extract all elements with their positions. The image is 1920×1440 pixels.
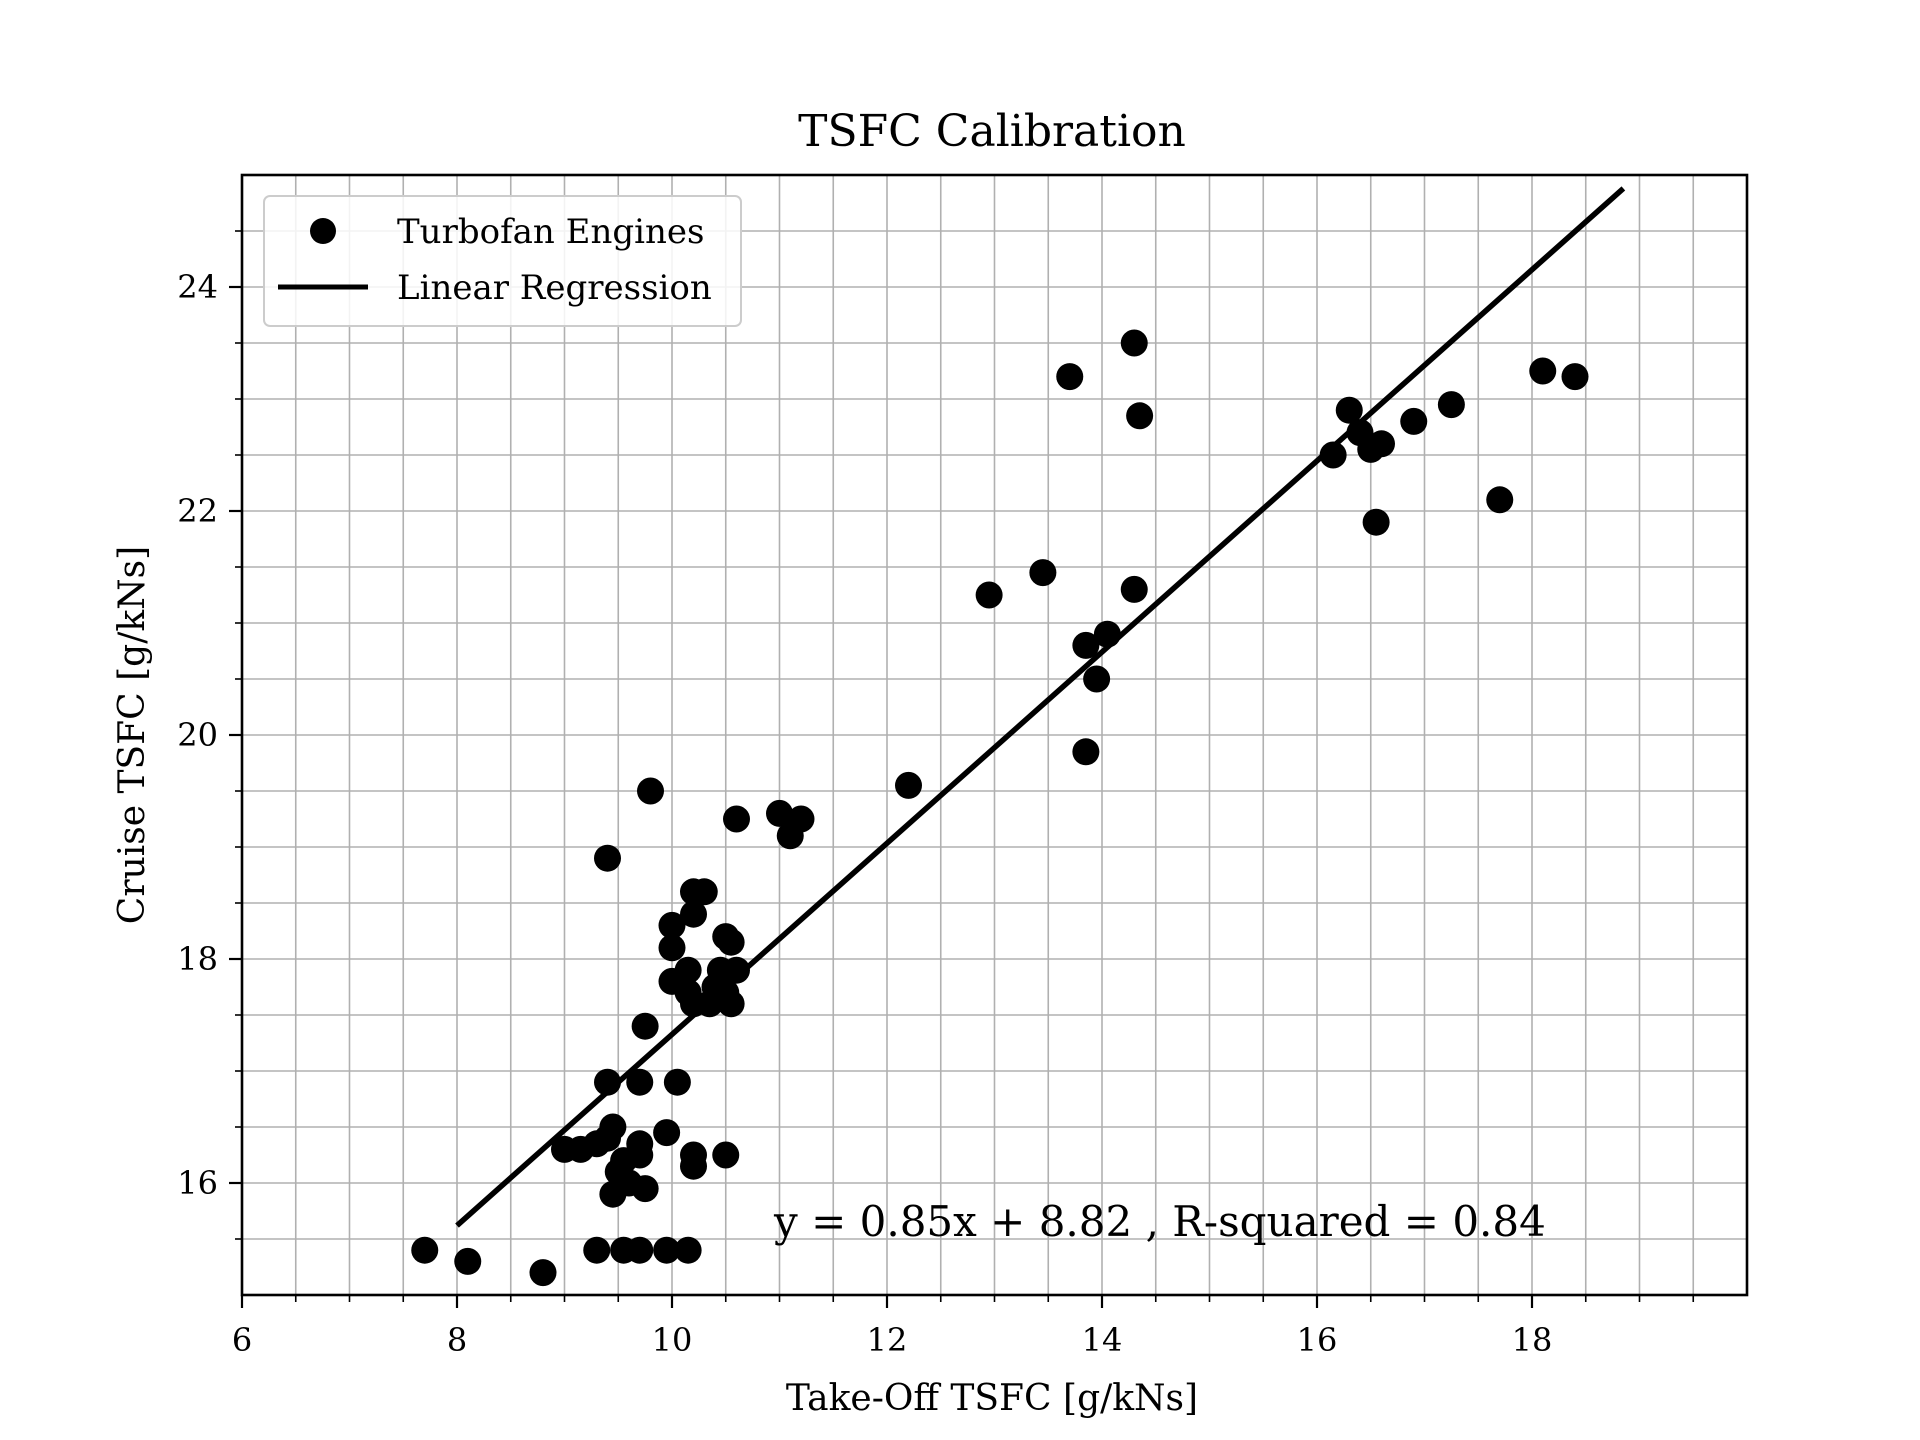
data-point bbox=[1029, 559, 1057, 587]
data-point bbox=[975, 581, 1003, 609]
data-point bbox=[594, 1068, 621, 1096]
x-tick-label: 10 bbox=[652, 1321, 693, 1359]
data-point bbox=[1368, 430, 1395, 458]
data-point bbox=[766, 799, 793, 827]
data-point bbox=[411, 1236, 439, 1264]
chart-title: TSFC Calibration bbox=[798, 106, 1186, 157]
data-point bbox=[631, 1175, 659, 1203]
legend: Turbofan Engines Linear Regression bbox=[263, 195, 742, 327]
regression-annotation: y = 0.85x + 8.82 , R-squared = 0.84 bbox=[773, 1197, 1546, 1246]
x-axis-label: Take-Off TSFC [g/kNs] bbox=[786, 1378, 1198, 1419]
legend-label-turbofan-engines: Turbofan Engines bbox=[397, 212, 704, 252]
data-point bbox=[1126, 402, 1154, 430]
data-point bbox=[717, 990, 745, 1018]
data-point bbox=[1561, 363, 1589, 391]
data-point bbox=[653, 1236, 681, 1264]
data-point bbox=[1529, 357, 1557, 385]
data-point bbox=[1335, 396, 1363, 424]
data-point bbox=[1437, 391, 1465, 419]
data-point bbox=[1362, 508, 1390, 536]
data-point bbox=[637, 777, 664, 805]
x-tick-label: 18 bbox=[1512, 1321, 1553, 1359]
data-point bbox=[626, 1236, 654, 1264]
data-point bbox=[1072, 631, 1100, 659]
data-point bbox=[674, 956, 702, 984]
data-point bbox=[658, 934, 686, 962]
data-point bbox=[680, 1152, 707, 1180]
data-point bbox=[1319, 441, 1347, 469]
data-point bbox=[1400, 407, 1428, 435]
grid bbox=[242, 175, 1747, 1295]
y-tick-label: 24 bbox=[177, 268, 218, 306]
data-point bbox=[1056, 363, 1084, 391]
data-point bbox=[1120, 575, 1148, 603]
data-point bbox=[723, 805, 750, 833]
data-point bbox=[895, 771, 922, 799]
data-point bbox=[1072, 738, 1100, 766]
legend-label-linear-regression: Linear Regression bbox=[397, 268, 712, 308]
data-point bbox=[626, 1130, 654, 1158]
y-axis-label: Cruise TSFC [g/kNs] bbox=[112, 546, 153, 924]
data-point bbox=[529, 1259, 557, 1287]
data-point bbox=[723, 956, 750, 984]
x-tick-label: 12 bbox=[867, 1321, 908, 1359]
y-tick-label: 18 bbox=[177, 940, 218, 978]
data-point bbox=[717, 928, 745, 956]
data-point bbox=[680, 900, 707, 928]
data-point bbox=[658, 911, 686, 939]
regression-layer bbox=[455, 186, 1626, 1228]
data-point bbox=[631, 1012, 659, 1040]
x-tick-label: 14 bbox=[1082, 1321, 1123, 1359]
data-point bbox=[626, 1068, 654, 1096]
data-point bbox=[690, 878, 718, 906]
data-point bbox=[663, 1068, 691, 1096]
data-point bbox=[594, 844, 621, 872]
data-point bbox=[712, 1141, 740, 1169]
data-point bbox=[674, 1236, 702, 1264]
ticks: 6 8 10 12 14 16 18 16 18 20 22 24 bbox=[177, 230, 1695, 1359]
data-point bbox=[1093, 620, 1121, 648]
regression-line bbox=[455, 186, 1626, 1228]
x-tick-label: 16 bbox=[1297, 1321, 1338, 1359]
data-point bbox=[1120, 329, 1148, 357]
data-point bbox=[787, 805, 815, 833]
y-tick-label: 16 bbox=[177, 1164, 218, 1202]
points-layer bbox=[411, 329, 1589, 1287]
data-point bbox=[1486, 486, 1514, 514]
data-point bbox=[583, 1236, 611, 1264]
y-tick-label: 22 bbox=[177, 492, 218, 530]
x-tick-label: 6 bbox=[232, 1321, 252, 1359]
data-point bbox=[599, 1113, 627, 1141]
plot-area: 6 8 10 12 14 16 18 16 18 20 22 24 bbox=[177, 173, 1749, 1359]
data-point bbox=[454, 1247, 482, 1275]
x-tick-label: 8 bbox=[447, 1321, 467, 1359]
legend-marker-turbofan-engines bbox=[310, 218, 336, 244]
data-point bbox=[1083, 665, 1111, 693]
y-tick-label: 20 bbox=[177, 716, 218, 754]
data-point bbox=[653, 1119, 681, 1147]
legend-box bbox=[263, 195, 742, 327]
